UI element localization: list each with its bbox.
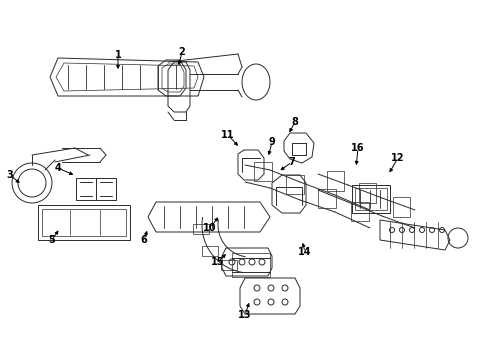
Text: 14: 14 <box>298 247 311 257</box>
Text: 7: 7 <box>288 157 295 167</box>
Bar <box>192 224 208 234</box>
Text: 12: 12 <box>390 153 404 163</box>
Text: 8: 8 <box>291 117 298 127</box>
Text: 9: 9 <box>268 137 275 147</box>
Text: 2: 2 <box>178 47 185 57</box>
Text: 11: 11 <box>221 130 234 140</box>
Text: 13: 13 <box>238 310 251 320</box>
Text: 6: 6 <box>141 235 147 245</box>
Bar <box>202 246 218 256</box>
Text: 15: 15 <box>211 257 224 267</box>
Text: 3: 3 <box>7 170 13 180</box>
Bar <box>221 260 237 270</box>
Text: 1: 1 <box>114 50 121 60</box>
Text: 10: 10 <box>203 223 216 233</box>
Text: 4: 4 <box>55 163 61 173</box>
Text: 16: 16 <box>350 143 364 153</box>
Text: 5: 5 <box>48 235 55 245</box>
